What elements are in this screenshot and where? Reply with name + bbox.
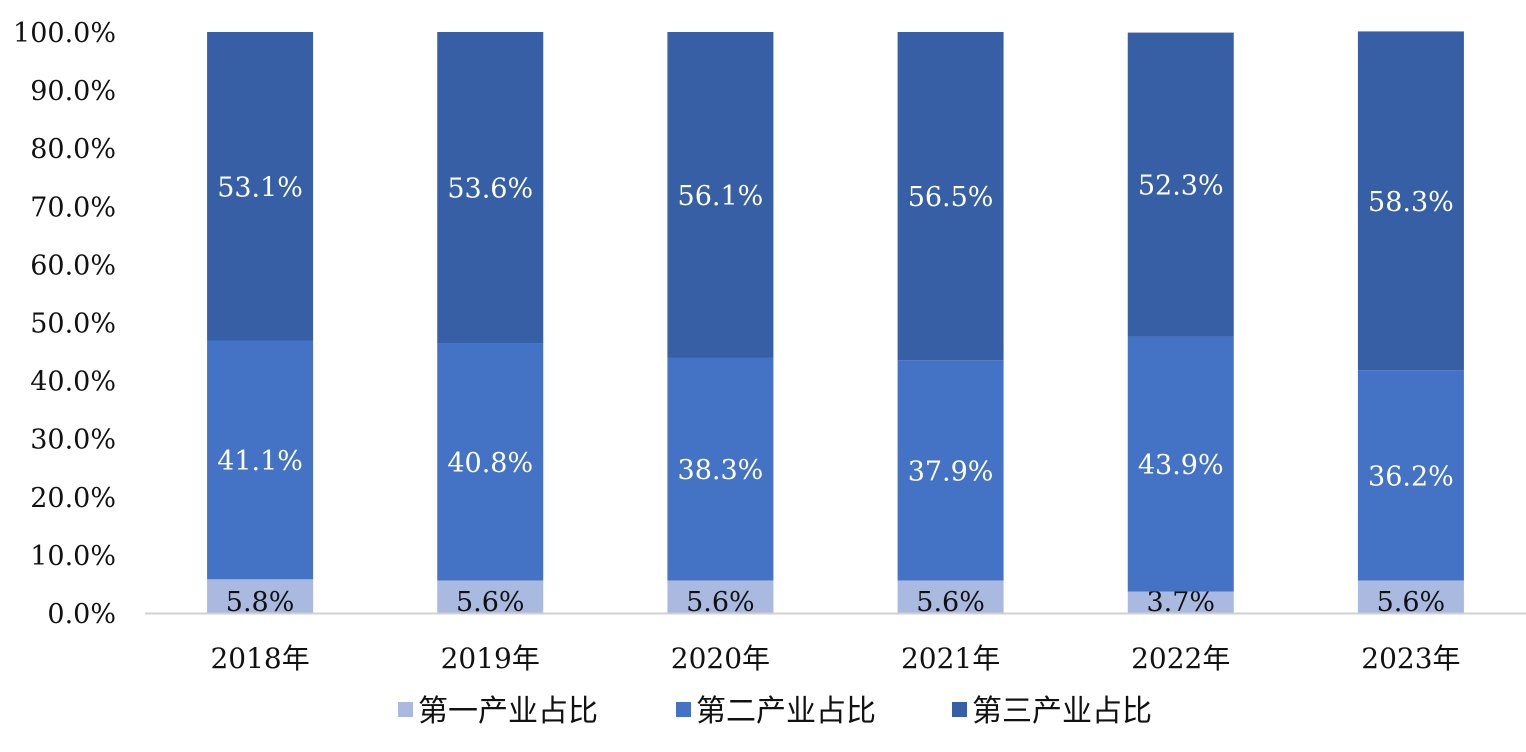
legend-item: 第三产业占比 — [952, 694, 1152, 729]
legend-item: 第二产业占比 — [676, 694, 876, 729]
y-tick-label: 20.0% — [30, 483, 116, 514]
x-axis: 2018年 2019年 2020年 2021年 2022年 2023年 — [145, 612, 1526, 675]
x-tick-label: 2022年 — [1131, 642, 1230, 675]
bar-segment — [897, 580, 1004, 613]
data-label: 43.9% — [1138, 450, 1224, 481]
legend-swatch — [676, 702, 691, 717]
bar-segment — [1127, 32, 1234, 337]
y-tick-label: 40.0% — [30, 367, 116, 398]
y-tick-label: 60.0% — [30, 250, 116, 281]
legend-item: 第一产业占比 — [398, 694, 598, 729]
bar-segment — [897, 360, 1004, 581]
y-tick-label: 70.0% — [30, 192, 116, 223]
data-label: 56.1% — [678, 181, 764, 212]
y-tick-label: 10.0% — [30, 541, 116, 572]
y-tick-label: 100.0% — [13, 18, 116, 49]
y-tick-label: 90.0% — [30, 76, 116, 107]
data-label: 53.1% — [217, 172, 303, 203]
bar-segment — [667, 580, 774, 613]
bar-segment — [437, 343, 544, 581]
bar-segment — [1357, 580, 1464, 613]
bar-segment — [1357, 370, 1464, 581]
legend-label: 第一产业占比 — [418, 694, 598, 729]
data-label: 52.3% — [1138, 171, 1224, 202]
legend-swatch — [398, 702, 413, 717]
bar-segment — [667, 357, 774, 581]
x-tick-label: 2021年 — [901, 642, 1000, 675]
x-tick-label: 2019年 — [441, 642, 540, 675]
legend-label: 第三产业占比 — [972, 694, 1152, 729]
data-label: 40.8% — [447, 448, 533, 479]
x-tick-label: 2023年 — [1361, 642, 1460, 675]
legend: 第一产业占比 第二产业占比 第三产业占比 — [398, 694, 1152, 729]
bar-segment — [207, 32, 314, 341]
x-tick-label: 2020年 — [671, 642, 770, 675]
data-label: 53.6% — [447, 174, 533, 205]
x-tick-label: 2018年 — [210, 642, 309, 675]
bar-segment — [1357, 31, 1464, 371]
data-label: 36.2% — [1368, 461, 1454, 492]
data-label: 56.5% — [908, 182, 994, 213]
data-label: 38.3% — [678, 455, 764, 486]
data-label: 58.3% — [1368, 187, 1454, 218]
y-tick-label: 80.0% — [30, 134, 116, 165]
y-tick-label: 50.0% — [30, 309, 116, 340]
legend-swatch — [952, 702, 967, 717]
data-label: 41.1% — [217, 446, 303, 477]
bar-segment — [437, 32, 544, 344]
bar-segment — [207, 579, 314, 613]
bar-segment — [667, 32, 774, 358]
bars: 5.8%41.1%53.1%5.6%40.8%53.6%5.6%38.3%56.… — [207, 31, 1464, 618]
legend-label: 第二产业占比 — [696, 694, 876, 729]
data-label: 37.9% — [908, 456, 994, 487]
y-tick-label: 30.0% — [30, 425, 116, 456]
bar-segment — [1127, 336, 1234, 592]
y-axis: 0.0% 10.0% 20.0% 30.0% 40.0% 50.0% 60.0% 70.0% 8… — [13, 18, 116, 630]
bar-segment — [1127, 591, 1234, 613]
bar-segment — [897, 32, 1004, 361]
y-tick-label: 0.0% — [47, 599, 116, 630]
bar-segment — [207, 340, 314, 580]
bar-segment — [437, 580, 544, 613]
